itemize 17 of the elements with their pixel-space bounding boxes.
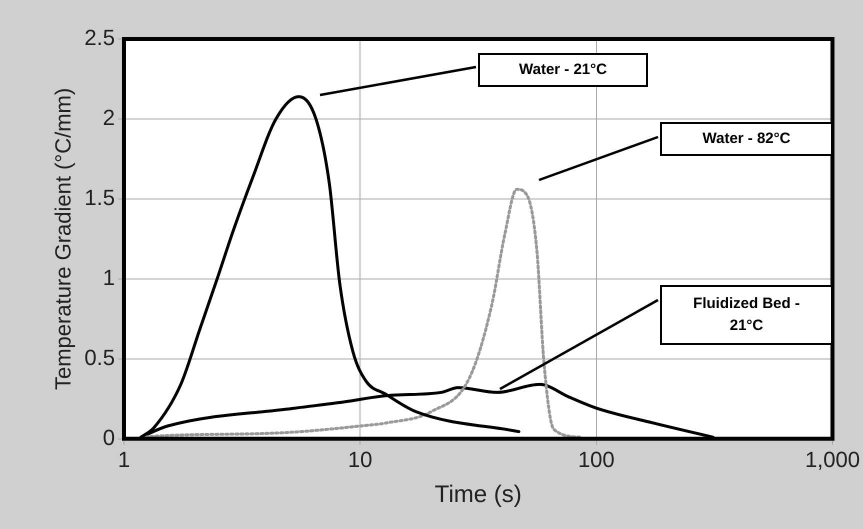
- callout-box: Fluidized Bed - 21°C: [660, 285, 833, 345]
- x-tick-label: 1,000: [804, 447, 860, 472]
- callout-box: Water - 82°C: [660, 122, 833, 156]
- annotation: Water - 82°C: [702, 129, 790, 149]
- annotation: Fluidized Bed - 21°C: [692, 294, 801, 336]
- y-tick-label: 2: [102, 105, 115, 130]
- y-tick-label: 0: [102, 424, 115, 450]
- x-tick-label: 100: [578, 447, 615, 472]
- y-tick-label: 0.5: [84, 344, 115, 370]
- x-tick-label: 10: [348, 447, 372, 472]
- y-tick-label: 1.5: [84, 184, 115, 210]
- annotation: Water - 21°C: [519, 60, 607, 80]
- x-axis-title: Time (s): [434, 481, 522, 508]
- y-tick-label: 1: [102, 264, 115, 290]
- y-tick-label: 2.5: [84, 25, 115, 50]
- callout-box: Water - 21°C: [478, 53, 648, 87]
- y-axis-title: Temperature Gradient (°C/mm): [50, 88, 76, 390]
